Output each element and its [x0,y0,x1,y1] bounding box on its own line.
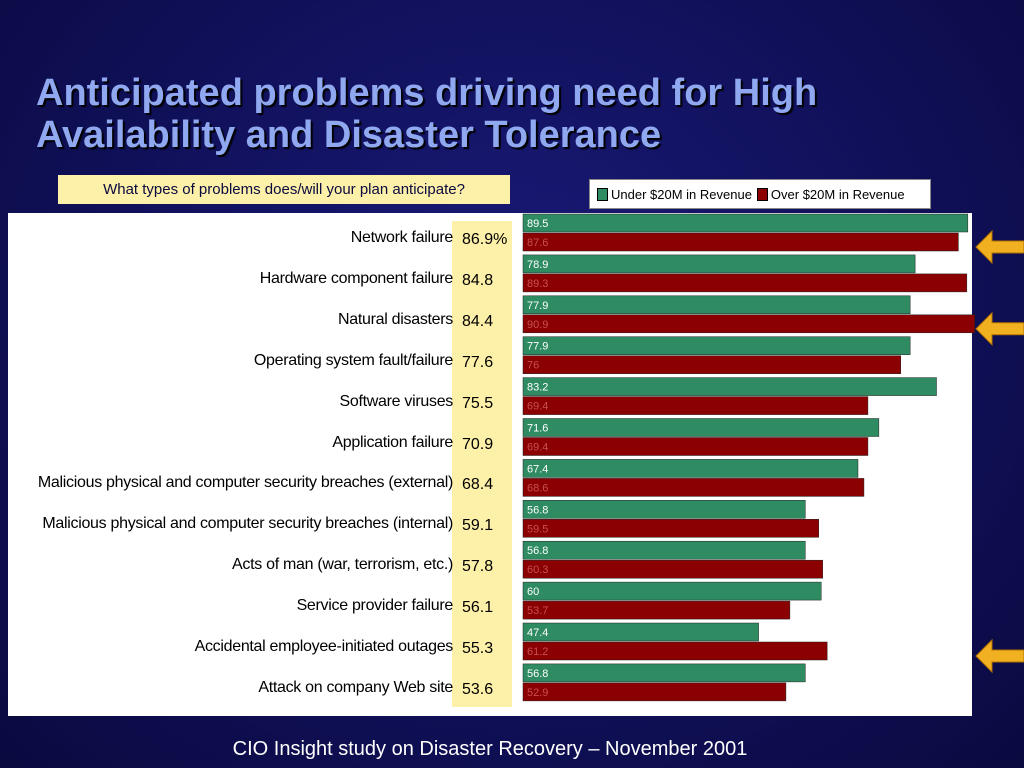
bar-data-label: 59.5 [527,523,548,535]
bar-over-20m [522,314,976,334]
category-label: Accidental employee-initiated outages [194,638,454,655]
slide-title: Anticipated problems driving need for Hi… [36,72,996,156]
bar-data-label: 56.8 [527,504,548,516]
category-label: Attack on company Web site [258,678,453,696]
bar-data-label: 68.6 [527,482,548,494]
legend-swatch-under [597,187,608,201]
title-line-1: Anticipated problems driving need for Hi… [36,72,818,114]
bar-over-20m [522,682,787,702]
bar-over-20m [522,478,865,497]
survey-question: What types of problems does/will your pl… [58,175,510,204]
bar-under-20m [522,254,916,274]
category-label: Malicious physical and computer security… [42,515,453,533]
bar-data-label: 77.9 [527,341,548,353]
bar-under-20m [522,500,806,519]
bar-data-label: 87.6 [527,237,548,249]
bar-data-label: 78.9 [527,259,548,271]
total-value: 84.8 [462,271,494,289]
legend-swatch-over [756,187,768,201]
total-value: 86.9% [462,231,508,248]
source-footer: CIO Insight study on Disaster Recovery –… [232,738,748,760]
legend-item-over: Over $20M in Revenue [756,186,905,202]
total-value: 77.6 [462,353,494,371]
bar-over-20m [522,396,869,415]
legend-label-under: Under $20M in Revenue [611,186,752,202]
total-value: 55.3 [462,640,494,657]
highlight-arrow-icon [975,638,1024,674]
totals-column [452,221,512,707]
legend-label-over: Over $20M in Revenue [770,186,905,202]
legend-item-under: Under $20M in Revenue [597,187,752,202]
bar-data-label: 76 [527,360,539,372]
bar-data-label: 53.7 [527,605,548,617]
bar-over-20m [522,600,791,620]
bar-data-label: 90.9 [527,319,548,331]
highlight-arrow-icon [975,229,1024,265]
bar-over-20m [522,273,968,293]
total-value: 57.8 [462,558,494,576]
total-value: 59.1 [462,517,494,535]
category-label: Operating system fault/failure [253,351,453,369]
chart-legend: Under $20M in Revenue Over $20M in Reven… [589,179,931,209]
bar-data-label: 89.5 [527,218,548,230]
bar-under-20m [522,663,806,683]
bar-under-20m [522,377,937,396]
bar-under-20m [522,622,759,642]
bar-data-label: 69.4 [527,442,548,454]
total-value: 70.9 [462,435,494,453]
title-line-2: Availability and Disaster Tolerance [36,114,662,156]
bar-under-20m [522,581,822,601]
bar-data-label: 83.2 [527,382,548,394]
bar-under-20m [522,295,911,315]
total-value: 75.5 [462,394,494,412]
category-label: Natural disasters [338,310,453,328]
bar-over-20m [522,641,828,661]
total-value: 84.4 [462,312,494,330]
category-label: Service provider failure [296,597,454,615]
total-value: 68.4 [462,476,494,494]
bar-data-label: 67.4 [527,463,548,475]
bar-under-20m [522,540,806,560]
bar-data-label: 60.3 [527,564,548,576]
bar-under-20m [522,459,859,478]
bar-data-label: 69.4 [527,401,548,413]
bar-data-label: 89.3 [527,278,548,290]
bar-under-20m [522,336,911,355]
bar-over-20m [522,232,959,252]
category-label: Application failure [332,433,453,451]
total-value: 56.1 [462,599,494,617]
bar-over-20m [522,355,901,374]
bar-over-20m [522,437,869,456]
bar-over-20m [522,519,819,538]
category-label: Network failure [350,229,454,246]
bar-data-label: 56.8 [527,668,548,680]
bar-data-label: 61.2 [527,646,548,658]
bar-under-20m [522,418,880,437]
total-value: 53.6 [462,680,494,698]
bar-data-label: 60 [527,586,539,598]
bar-data-label: 56.8 [527,545,548,557]
bar-data-label: 47.4 [527,627,548,639]
bar-data-label: 77.9 [527,300,548,312]
bar-under-20m [522,213,969,233]
category-label: Hardware component failure [259,269,454,287]
category-label: Acts of man (war, terrorism, etc.) [232,556,453,574]
category-label: Software viruses [339,392,454,410]
category-label: Malicious physical and computer security… [37,474,453,492]
bar-data-label: 52.9 [527,687,548,699]
bar-over-20m [522,559,823,579]
bar-data-label: 71.6 [527,423,548,435]
highlight-arrow-icon [975,311,1024,347]
